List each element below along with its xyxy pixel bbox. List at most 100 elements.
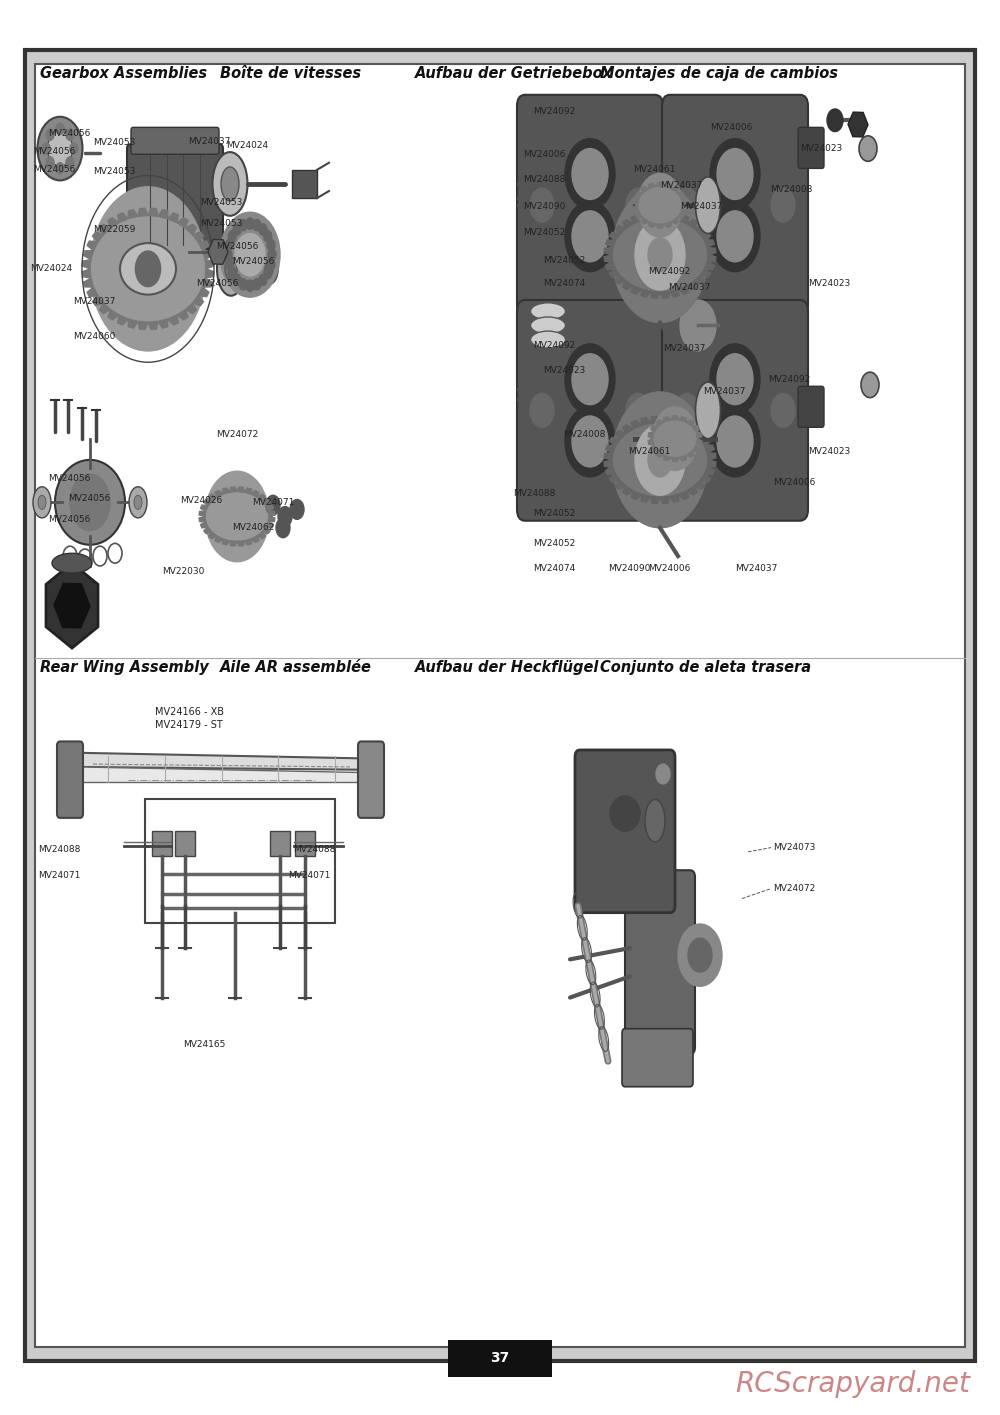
Text: MV24037: MV24037 bbox=[663, 344, 705, 352]
Circle shape bbox=[771, 393, 795, 427]
Ellipse shape bbox=[217, 242, 245, 296]
Circle shape bbox=[565, 139, 615, 209]
Circle shape bbox=[56, 123, 64, 134]
Circle shape bbox=[648, 238, 672, 272]
Polygon shape bbox=[696, 432, 702, 439]
Polygon shape bbox=[671, 187, 679, 192]
Polygon shape bbox=[656, 420, 664, 426]
Polygon shape bbox=[609, 474, 620, 483]
Circle shape bbox=[678, 924, 722, 986]
Polygon shape bbox=[692, 426, 699, 432]
Polygon shape bbox=[671, 457, 679, 461]
Text: MV24074: MV24074 bbox=[543, 279, 585, 287]
Ellipse shape bbox=[52, 553, 92, 573]
Text: MV24006: MV24006 bbox=[773, 478, 815, 487]
Text: MV24088: MV24088 bbox=[513, 490, 555, 498]
Circle shape bbox=[224, 249, 232, 260]
Text: MV24071: MV24071 bbox=[288, 872, 330, 880]
Polygon shape bbox=[177, 310, 188, 320]
Bar bbox=[145, 799, 335, 923]
FancyBboxPatch shape bbox=[662, 95, 808, 316]
Polygon shape bbox=[78, 753, 365, 770]
Polygon shape bbox=[222, 539, 230, 545]
Text: MV24037: MV24037 bbox=[188, 137, 230, 146]
Circle shape bbox=[259, 275, 267, 286]
Circle shape bbox=[246, 280, 254, 291]
Text: MV24056: MV24056 bbox=[33, 166, 75, 174]
Circle shape bbox=[565, 201, 615, 272]
Ellipse shape bbox=[129, 487, 147, 518]
Ellipse shape bbox=[38, 495, 46, 509]
Circle shape bbox=[652, 408, 698, 470]
Polygon shape bbox=[651, 426, 658, 432]
Polygon shape bbox=[671, 416, 679, 420]
Polygon shape bbox=[633, 205, 639, 212]
Text: MV24092: MV24092 bbox=[533, 108, 575, 116]
Circle shape bbox=[635, 424, 685, 495]
Circle shape bbox=[276, 518, 290, 538]
Polygon shape bbox=[631, 491, 642, 499]
Text: MV24052: MV24052 bbox=[533, 539, 575, 548]
Text: MV24053: MV24053 bbox=[93, 139, 135, 147]
Polygon shape bbox=[237, 541, 244, 546]
Text: MV24166 - XB
MV24179 - ST: MV24166 - XB MV24179 - ST bbox=[155, 708, 224, 730]
Polygon shape bbox=[262, 499, 270, 505]
Ellipse shape bbox=[260, 253, 278, 284]
Polygon shape bbox=[681, 198, 687, 205]
Circle shape bbox=[638, 173, 682, 238]
FancyBboxPatch shape bbox=[127, 144, 223, 249]
Polygon shape bbox=[651, 416, 660, 423]
FancyBboxPatch shape bbox=[662, 300, 808, 521]
Text: MV24088: MV24088 bbox=[38, 845, 80, 853]
Text: MV24072: MV24072 bbox=[216, 430, 258, 439]
Polygon shape bbox=[651, 497, 660, 504]
Circle shape bbox=[530, 188, 554, 222]
Polygon shape bbox=[664, 416, 671, 422]
Text: MV24024: MV24024 bbox=[30, 265, 72, 273]
Polygon shape bbox=[700, 437, 711, 446]
Text: MV24008: MV24008 bbox=[770, 185, 812, 194]
Polygon shape bbox=[707, 255, 716, 262]
Polygon shape bbox=[268, 516, 275, 522]
Text: MV24072: MV24072 bbox=[773, 884, 815, 893]
Polygon shape bbox=[108, 310, 119, 320]
Circle shape bbox=[710, 201, 760, 272]
Text: MV24071: MV24071 bbox=[38, 872, 80, 880]
Circle shape bbox=[675, 393, 699, 427]
Polygon shape bbox=[84, 279, 93, 287]
Polygon shape bbox=[266, 505, 274, 511]
Text: MV24088: MV24088 bbox=[523, 175, 565, 184]
Text: MV24023: MV24023 bbox=[800, 144, 842, 153]
Text: MV24062: MV24062 bbox=[232, 524, 274, 532]
Polygon shape bbox=[687, 424, 698, 433]
Polygon shape bbox=[707, 248, 716, 255]
Circle shape bbox=[771, 188, 795, 222]
Circle shape bbox=[46, 129, 54, 140]
Text: MV24006: MV24006 bbox=[523, 150, 565, 158]
Ellipse shape bbox=[221, 167, 239, 201]
Text: MV24037: MV24037 bbox=[668, 283, 710, 291]
Circle shape bbox=[680, 300, 716, 351]
Polygon shape bbox=[92, 296, 104, 306]
Text: MV24023: MV24023 bbox=[808, 279, 850, 287]
Circle shape bbox=[233, 224, 241, 235]
Polygon shape bbox=[700, 269, 711, 277]
Polygon shape bbox=[192, 296, 204, 306]
Circle shape bbox=[42, 143, 50, 154]
Circle shape bbox=[70, 143, 78, 154]
Polygon shape bbox=[678, 491, 689, 499]
FancyBboxPatch shape bbox=[448, 1340, 552, 1377]
Circle shape bbox=[688, 938, 712, 972]
Bar bbox=[295, 831, 315, 856]
Polygon shape bbox=[606, 467, 616, 474]
Polygon shape bbox=[198, 287, 209, 297]
Text: MV24056: MV24056 bbox=[48, 474, 90, 483]
Polygon shape bbox=[609, 232, 620, 241]
Polygon shape bbox=[633, 198, 639, 205]
FancyBboxPatch shape bbox=[622, 1029, 693, 1087]
Polygon shape bbox=[268, 511, 275, 516]
Ellipse shape bbox=[696, 382, 720, 439]
Polygon shape bbox=[686, 451, 694, 457]
Polygon shape bbox=[606, 446, 616, 453]
Polygon shape bbox=[609, 437, 620, 446]
